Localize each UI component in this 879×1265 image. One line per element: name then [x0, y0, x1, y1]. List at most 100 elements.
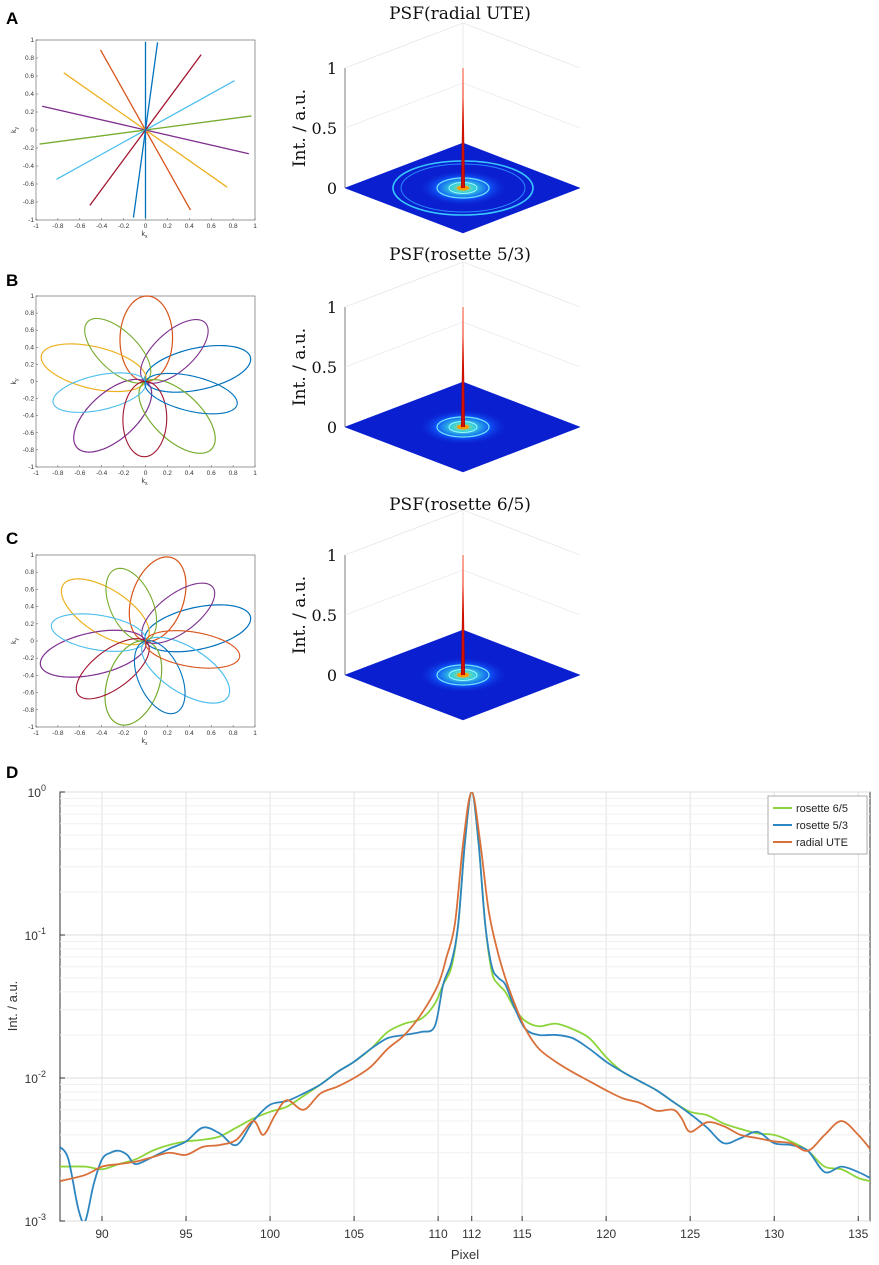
y-tick-label: 0.2: [25, 109, 34, 116]
y-tick-label: 0.4: [25, 91, 34, 98]
y-tick-label: -0.4: [23, 413, 35, 420]
psf-profile-chart: 90 95 100 105 110 112 115 120 125 130 135 10010-11…: [5, 783, 871, 1262]
x-tick-label: -0.4: [96, 470, 108, 477]
z-tick-label: 0.5: [312, 119, 337, 138]
x-tick-label: -1: [33, 730, 39, 737]
y-tick-label: -0.6: [23, 430, 35, 437]
legend-label: rosette 6/5: [796, 803, 848, 815]
x-tick-label: -0.6: [74, 730, 86, 737]
series-line-radial-ute: [60, 792, 870, 1183]
kx-axis-label: kx: [142, 738, 149, 747]
psf-surface-rosette-6-5: PSF(rosette 6/5) 1 0.5 0 Int. / a.u.: [290, 495, 581, 721]
y-tick-label: 1: [30, 37, 34, 44]
x-tick-label: 112: [462, 1227, 481, 1241]
x-tick-label: -0.6: [74, 223, 86, 230]
back-grid-line: [344, 569, 464, 616]
y-tick-label: -1: [28, 724, 34, 731]
x-tick-label: 0: [144, 730, 148, 737]
x-tick-label: 105: [344, 1227, 364, 1241]
trajectory-petal: [144, 372, 238, 415]
x-tick-label: -0.4: [96, 223, 108, 230]
panel-label-b: B: [6, 271, 18, 290]
back-grid-line: [344, 82, 464, 129]
legend-label: radial UTE: [796, 837, 848, 849]
x-tick-label: 0.6: [207, 223, 216, 230]
y-tick-label: 0.8: [25, 55, 34, 62]
panel-label-a: A: [6, 9, 18, 28]
x-tick-label: 135: [848, 1227, 868, 1241]
trajectory-spoke: [132, 42, 159, 218]
legend: rosette 6/5 rosette 5/3 radial UTE: [767, 795, 868, 855]
y-tick-labels: 100 10-1 10-2 10-3: [25, 783, 65, 1229]
y-tick-label: 0.8: [25, 569, 34, 576]
y-tick-label: 0.2: [25, 621, 34, 628]
z-tick-label: 0.5: [312, 358, 337, 377]
z-tick-label: 0.5: [312, 606, 337, 625]
x-tick-label: -0.8: [52, 470, 64, 477]
x-axis-label: Pixel: [451, 1247, 479, 1262]
x-tick-label: -1: [33, 223, 39, 230]
ky-axis-label: ky: [11, 378, 20, 385]
y-tick-label: -0.6: [23, 181, 35, 188]
x-tick-label: 120: [596, 1227, 616, 1241]
back-grid-line: [462, 82, 581, 129]
kspace-plot-rosette-5-3: -1-1 -0.8 -0.8 -0.6 -0.6 -0.4 -0.4 -0.2 -0.2 0 0 0.…: [11, 293, 257, 487]
legend-label: rosette 5/3: [796, 820, 848, 832]
x-tick-label: 90: [95, 1227, 109, 1241]
x-tick-label: 125: [680, 1227, 700, 1241]
y-tick-label: 10-1: [25, 926, 46, 943]
z-tick-label: 0: [327, 666, 337, 685]
x-tick-label: 0.2: [163, 470, 172, 477]
x-tick-label: -0.6: [74, 470, 86, 477]
z-axis-label: Int. / a.u.: [290, 576, 310, 654]
back-grid-line: [344, 22, 464, 69]
y-tick-label: -0.4: [23, 163, 35, 170]
y-tick-label: 100: [28, 783, 46, 800]
x-tick-label: -1: [33, 470, 39, 477]
y-tick-label: -1: [28, 464, 34, 471]
x-tick-label: 0.6: [207, 730, 216, 737]
back-grid-line: [462, 509, 581, 556]
plot-area: [59, 791, 871, 1222]
back-grid-line: [462, 569, 581, 616]
y-tick-label: 0.6: [25, 73, 34, 80]
kx-axis-label: kx: [142, 478, 149, 487]
x-tick-label: -0.2: [118, 223, 130, 230]
back-grid-line: [344, 261, 464, 308]
y-tick-label: -0.2: [23, 145, 35, 152]
psf-surface-radial: PSF(radial UTE) 1 0.5 0 Int. / a.u.: [290, 4, 581, 234]
x-tick-label: -0.4: [96, 730, 108, 737]
back-grid-line: [462, 261, 581, 308]
y-tick-label: 0: [30, 638, 34, 645]
back-grid-line: [462, 22, 581, 69]
y-tick-label: -0.8: [23, 199, 35, 206]
y-tick-label: 0.2: [25, 361, 34, 368]
y-tick-label: -0.8: [23, 447, 35, 454]
x-tick-label: -0.2: [118, 730, 130, 737]
z-tick-label: 1: [327, 546, 337, 565]
y-tick-label: 1: [30, 552, 34, 559]
x-tick-label: 1: [253, 470, 257, 477]
x-tick-label: 100: [260, 1227, 280, 1241]
panel-label-d: D: [6, 763, 18, 782]
y-tick-label: -0.2: [23, 396, 35, 403]
x-tick-label: -0.8: [52, 730, 64, 737]
z-axis-label: Int. / a.u.: [290, 89, 310, 167]
ky-axis-label: ky: [11, 127, 20, 134]
psf-title: PSF(rosette 5/3): [389, 245, 531, 265]
x-tick-label: 0.4: [185, 223, 194, 230]
back-grid-line: [344, 321, 464, 368]
gridlines: [60, 791, 870, 1222]
y-axis-label: Int. / a.u.: [5, 981, 20, 1032]
kspace-plot-rosette-6-5: -1-1 -0.8 -0.8 -0.6 -0.6 -0.4 -0.4 -0.2 -0.2 0 0 0.…: [11, 552, 257, 747]
y-tick-label: -0.6: [23, 690, 35, 697]
z-axis-label: Int. / a.u.: [290, 328, 310, 406]
y-tick-label: 0.6: [25, 586, 34, 593]
series-lines: [60, 792, 870, 1221]
x-tick-label: 0.4: [185, 730, 194, 737]
psf-surface-rosette-5-3: PSF(rosette 5/3) 1 0.5 0 Int. / a.u.: [290, 245, 581, 473]
x-tick-label: 0.2: [163, 730, 172, 737]
y-tick-label: 0.4: [25, 604, 34, 611]
y-tick-label: -0.8: [23, 707, 35, 714]
